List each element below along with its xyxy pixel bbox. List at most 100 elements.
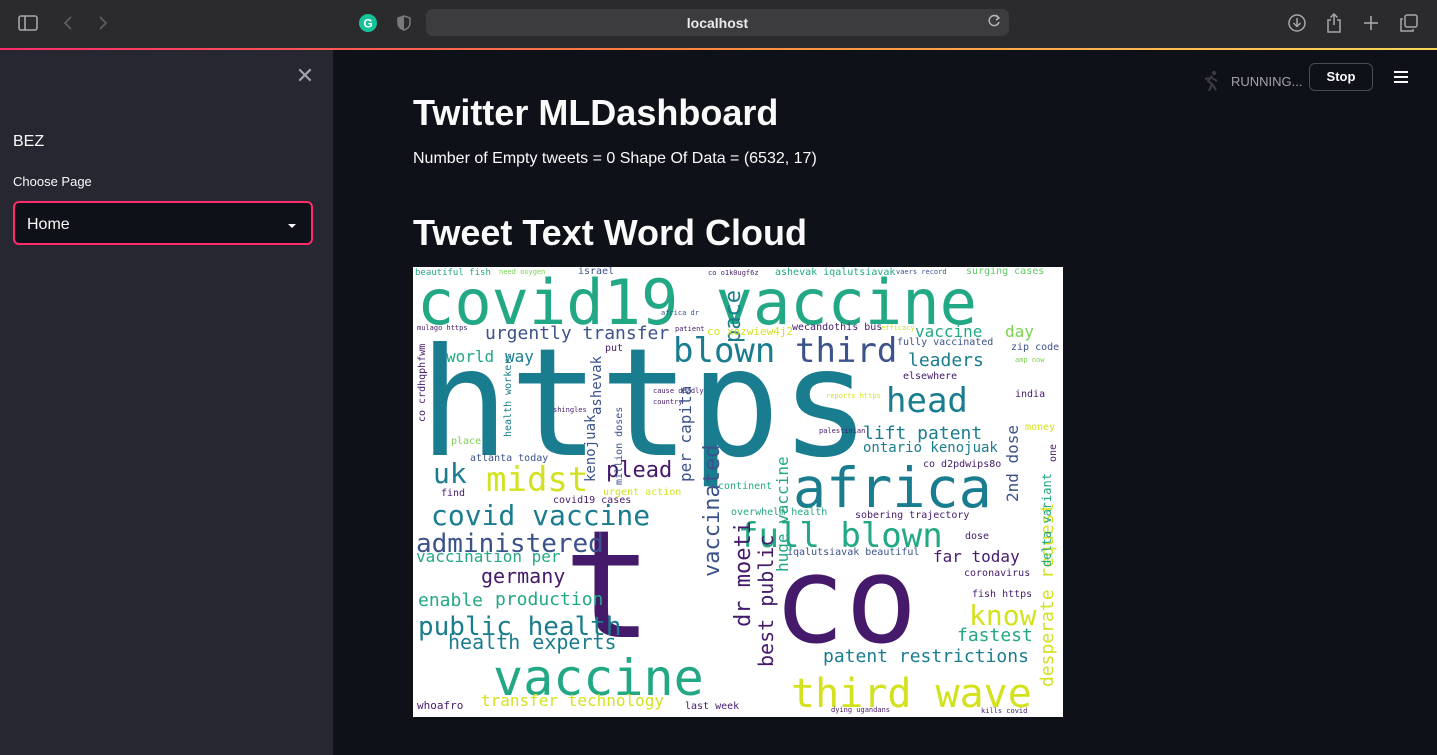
word-cloud-word: know [969,599,1037,632]
word-cloud-word: fastest [957,625,1033,646]
word-cloud-word: zip code [1011,342,1059,353]
running-indicator: RUNNING... [1199,69,1303,93]
word-cloud-image: beautiful fish need oxygen israel co o1k0ug… [413,267,1063,717]
word-cloud-word: world [446,347,494,366]
word-cloud-word: last week [685,701,739,712]
word-cloud-word: full blown [738,516,943,556]
menu-icon[interactable] [1394,71,1408,86]
word-cloud-word: fully vaccinated [897,337,993,348]
download-icon[interactable] [1286,12,1308,34]
word-cloud-word: money [1025,422,1055,433]
word-cloud-word: million doses [614,407,625,485]
data-info-text: Number of Empty tweets = 0 Shape Of Data… [413,150,817,167]
word-cloud-word: atlanta today [470,453,548,464]
word-cloud-word: dr moeti [731,521,756,627]
word-cloud-word: kenojuak [583,414,599,482]
word-cloud-word: vaccination per [416,547,561,566]
word-cloud-word: head [886,381,968,421]
word-cloud-word: beautiful fish [415,268,491,278]
tab-overview-icon[interactable] [1398,12,1420,34]
close-sidebar-icon[interactable]: ✕ [295,63,315,88]
word-cloud-word: patent restrictions [823,646,1029,667]
word-cloud-word: lift patent [863,423,982,444]
new-tab-icon[interactable] [1360,12,1382,34]
word-cloud-word: whoafro [417,699,463,712]
word-cloud-word: africa [793,456,992,520]
word-cloud-word: health experts [448,630,617,654]
word-cloud-word: urgent action [603,487,681,498]
chevron-down-icon [288,224,296,228]
forward-icon[interactable] [92,12,114,34]
word-cloud-word: https [419,317,871,491]
reload-icon[interactable] [987,13,1001,32]
word-cloud-word: ashevak iqalutsiavak [775,267,895,278]
word-cloud-word: leaders [908,350,984,371]
word-cloud-word: ashevak [589,355,605,415]
word-cloud-word: fish https [972,589,1032,600]
sidebar-title: BEZ [13,133,45,150]
word-cloud-word: co xozwiew4j2 [707,325,793,338]
word-cloud-word: transfer technology [481,691,664,710]
word-cloud-word: vaers record [896,268,947,276]
word-cloud-word: administered [416,529,604,559]
word-cloud-word: vaccine [915,322,982,341]
word-cloud-word: day [1005,322,1034,341]
word-cloud-word: shingles [553,406,587,414]
word-cloud-word: wecandothis bus [792,322,882,333]
word-cloud-word: need oxygen [499,268,545,276]
shield-icon[interactable] [393,12,415,34]
word-cloud-word: coronavirus [964,568,1030,579]
running-figure-icon [1204,70,1218,92]
word-cloud-word: production [495,589,603,610]
sidebar: ✕ BEZ Choose Page Home [0,50,333,755]
address-bar[interactable]: localhost [426,9,1009,36]
word-cloud-word: per capita [676,386,695,482]
browser-toolbar: G localhost [0,0,1437,50]
word-cloud-word: third wave [791,671,1032,717]
word-cloud-word: uk [433,457,467,490]
word-cloud-word: co crdhqphfwm [417,344,428,422]
word-cloud-word: desperate request [1037,503,1058,687]
word-cloud-word: delta variant [1040,473,1054,567]
stop-button[interactable]: Stop [1309,63,1373,91]
word-cloud-word: ontario kenojuak [863,440,998,456]
word-cloud-word: amp now [1015,356,1045,364]
word-cloud-word: pace [721,290,746,343]
word-cloud-word: overwhelm health [731,507,827,518]
word-cloud-word: t [563,499,653,673]
page-title: Twitter MLDashboard [413,92,779,133]
svg-text:G: G [363,17,372,31]
page-select-value: Home [27,216,70,233]
word-cloud-word: kills covid [981,707,1027,715]
grammarly-icon[interactable]: G [357,12,379,34]
word-cloud-word: vaccinated [700,445,725,577]
url-text: localhost [686,15,749,31]
word-cloud-word: find [441,488,465,499]
page-select-label: Choose Page [13,174,92,189]
word-cloud-word: covid vaccine [431,499,650,532]
word-cloud-word: reports https [826,392,881,400]
page-select[interactable]: Home [13,201,313,245]
word-cloud-word: enable [418,590,483,611]
sidebar-toggle-icon[interactable] [17,12,39,34]
word-cloud-word: 2nd dose [1003,425,1022,502]
word-cloud-word: co [773,532,918,671]
word-cloud-word: cause deadly [653,387,704,395]
word-cloud-word: urgently transfer [485,323,669,344]
word-cloud-word: africa dr [661,309,699,317]
word-cloud-word: best public [754,535,778,667]
word-cloud-word: sobering trajectory [855,510,969,521]
word-cloud-word: plead [606,458,672,483]
back-icon[interactable] [57,12,79,34]
word-cloud-word: efficacy [881,324,915,332]
word-cloud-word: palestinian [819,427,865,435]
word-cloud-word: far today [933,547,1020,566]
word-cloud-word: public health [418,612,622,642]
word-cloud-word: dose [965,531,989,542]
status-text: RUNNING... [1231,73,1303,89]
word-cloud-word: way [505,347,534,366]
word-cloud-word: health workers [503,353,514,437]
word-cloud-word: mulago https [417,324,468,332]
share-icon[interactable] [1323,12,1345,34]
word-cloud-word: vaccine [493,649,704,707]
